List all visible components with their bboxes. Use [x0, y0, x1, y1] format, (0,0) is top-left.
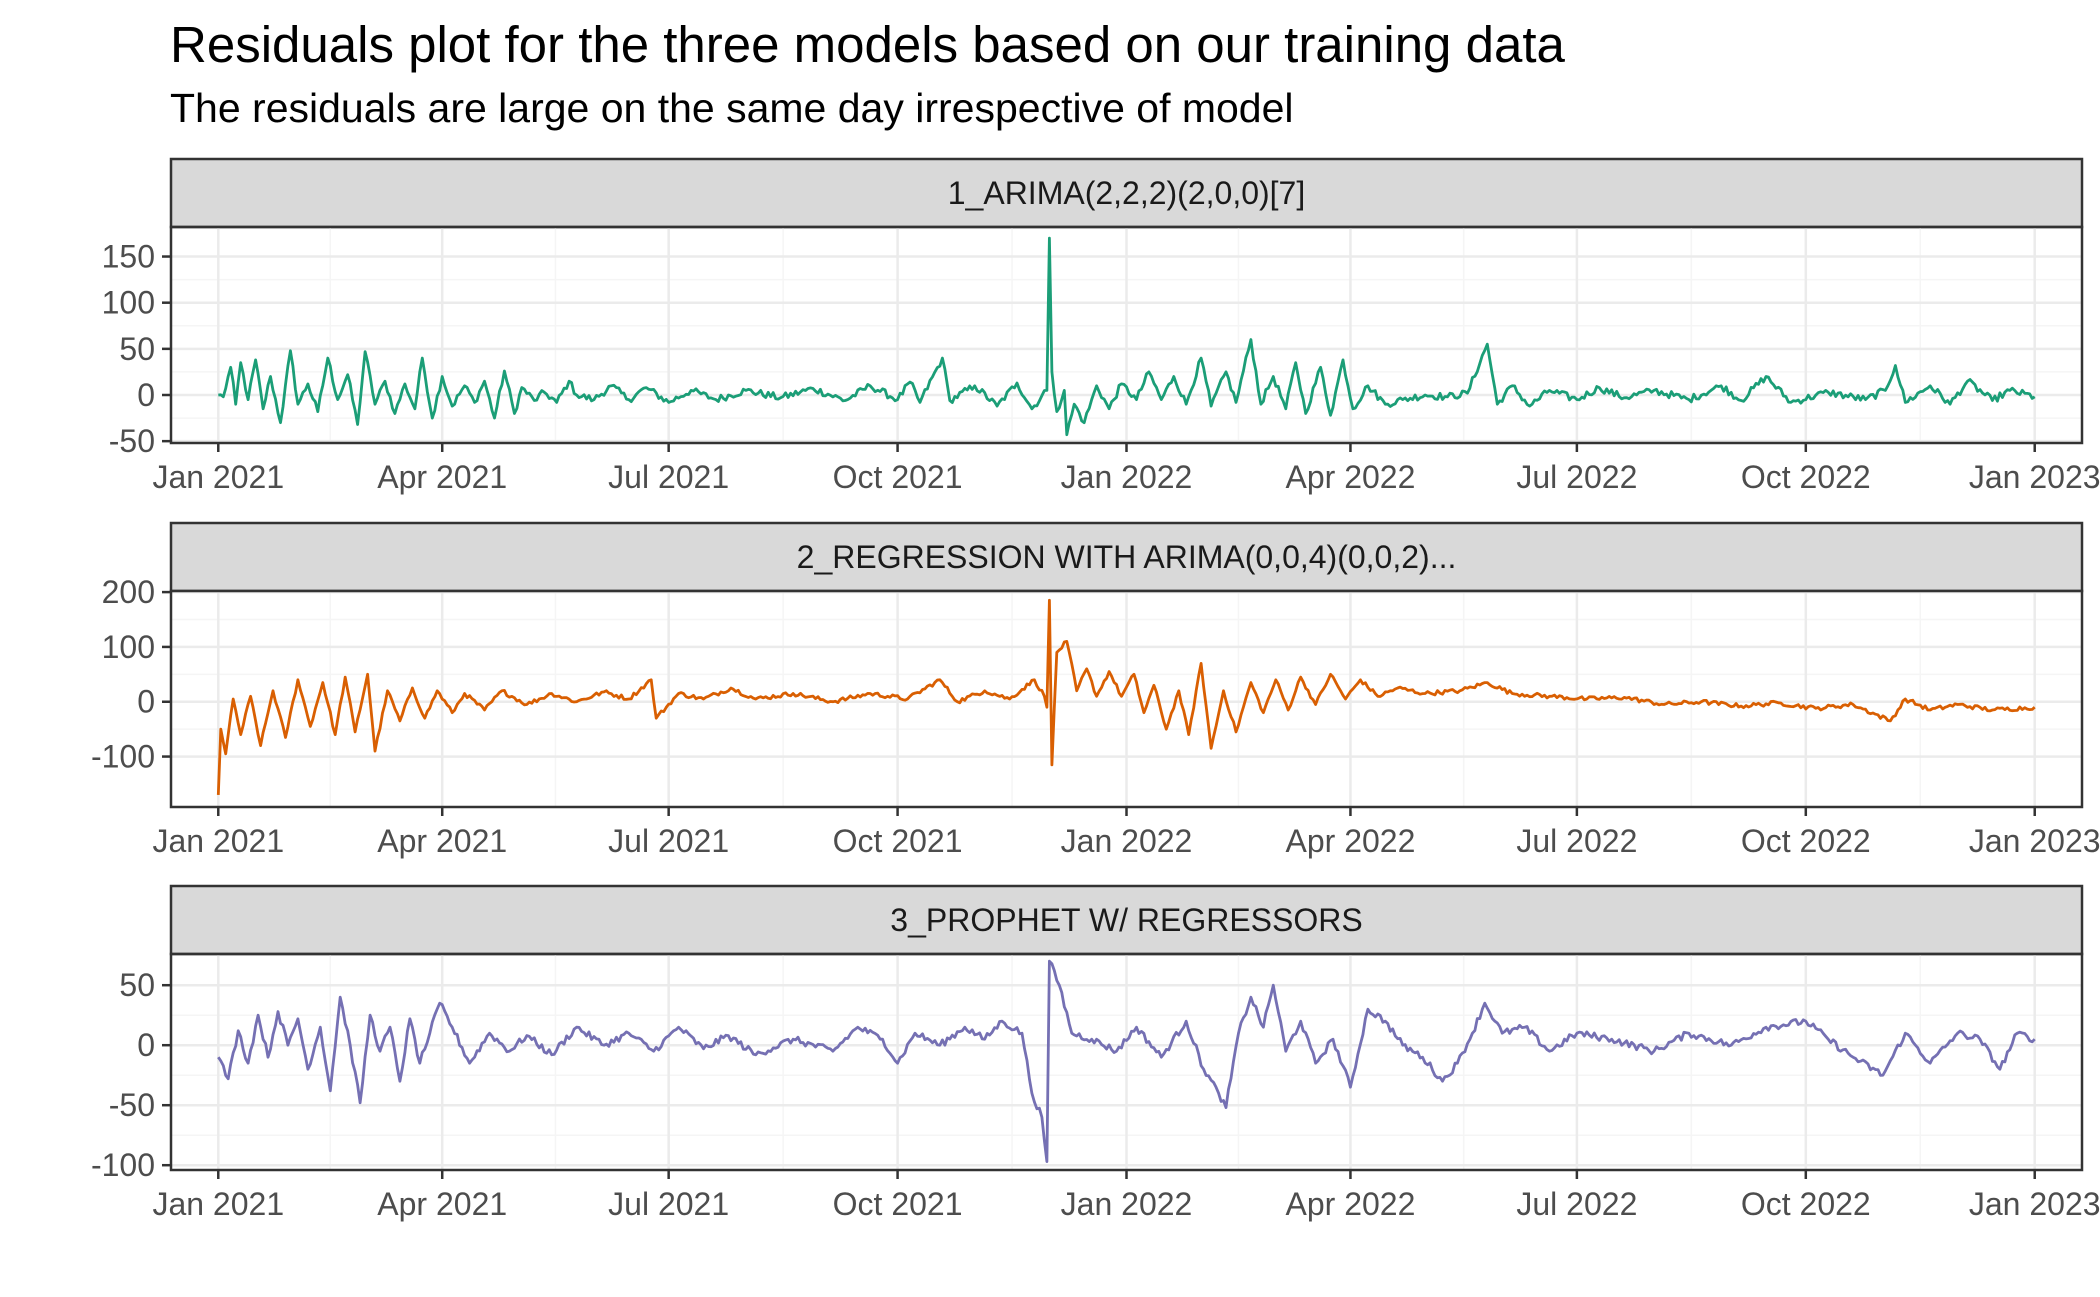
- y-tick-label: 150: [102, 239, 155, 275]
- series-line: [216, 598, 2036, 795]
- y-tick-label: 50: [119, 331, 155, 367]
- y-tick-label: -50: [109, 423, 155, 459]
- x-tick-label: Apr 2022: [1286, 1186, 1416, 1222]
- facet-strip-label: 2_REGRESSION WITH ARIMA(0,0,4)(0,0,2)...: [797, 539, 1457, 575]
- x-tick-label: Jan 2023: [1969, 459, 2100, 495]
- x-tick-label: Apr 2021: [377, 823, 507, 859]
- y-tick-label: -100: [91, 1147, 155, 1183]
- chart-title: Residuals plot for the three models base…: [170, 16, 1565, 73]
- y-tick-label: -50: [109, 1087, 155, 1123]
- x-tick-label: Apr 2021: [377, 459, 507, 495]
- x-tick-label: Jan 2023: [1969, 823, 2100, 859]
- x-tick-label: Jan 2023: [1969, 1186, 2100, 1222]
- series-line: [217, 959, 2036, 1163]
- facet-panel-regression: 2_REGRESSION WITH ARIMA(0,0,4)(0,0,2)...…: [91, 521, 2100, 859]
- x-tick-label: Jul 2022: [1516, 823, 1637, 859]
- y-tick-label: 0: [137, 1027, 155, 1063]
- x-tick-label: Jul 2021: [608, 459, 729, 495]
- x-tick-label: Jan 2021: [152, 1186, 284, 1222]
- x-tick-label: Jul 2021: [608, 823, 729, 859]
- facet-strip-label: 3_PROPHET W/ REGRESSORS: [890, 902, 1362, 938]
- x-tick-label: Oct 2021: [833, 459, 963, 495]
- x-tick-label: Jul 2022: [1516, 459, 1637, 495]
- x-tick-label: Apr 2022: [1286, 459, 1416, 495]
- series-line: [218, 236, 2036, 437]
- x-tick-label: Oct 2022: [1741, 823, 1871, 859]
- y-tick-label: 0: [137, 377, 155, 413]
- facet-strip-label: 1_ARIMA(2,2,2)(2,0,0)[7]: [948, 175, 1305, 211]
- x-tick-label: Jul 2022: [1516, 1186, 1637, 1222]
- x-tick-label: Oct 2021: [833, 1186, 963, 1222]
- x-tick-label: Jan 2022: [1061, 823, 1193, 859]
- x-tick-label: Apr 2021: [377, 1186, 507, 1222]
- x-tick-label: Jan 2021: [152, 459, 284, 495]
- facet-panel-arima: 1_ARIMA(2,2,2)(2,0,0)[7]150100500-50Jan …: [102, 157, 2100, 495]
- x-tick-label: Jan 2022: [1061, 1186, 1193, 1222]
- x-tick-label: Oct 2022: [1741, 1186, 1871, 1222]
- y-tick-label: 100: [102, 285, 155, 321]
- y-tick-label: -100: [91, 739, 155, 775]
- y-tick-label: 0: [137, 684, 155, 720]
- x-tick-label: Jan 2021: [152, 823, 284, 859]
- y-tick-label: 50: [119, 967, 155, 1003]
- y-tick-label: 100: [102, 629, 155, 665]
- x-tick-label: Apr 2022: [1286, 823, 1416, 859]
- x-tick-label: Jan 2022: [1061, 459, 1193, 495]
- chart-subtitle: The residuals are large on the same day …: [170, 85, 1294, 131]
- facet-strip: [169, 521, 2084, 593]
- x-tick-label: Oct 2021: [833, 823, 963, 859]
- x-tick-label: Jul 2021: [608, 1186, 729, 1222]
- x-tick-label: Oct 2022: [1741, 459, 1871, 495]
- y-tick-label: 200: [102, 574, 155, 610]
